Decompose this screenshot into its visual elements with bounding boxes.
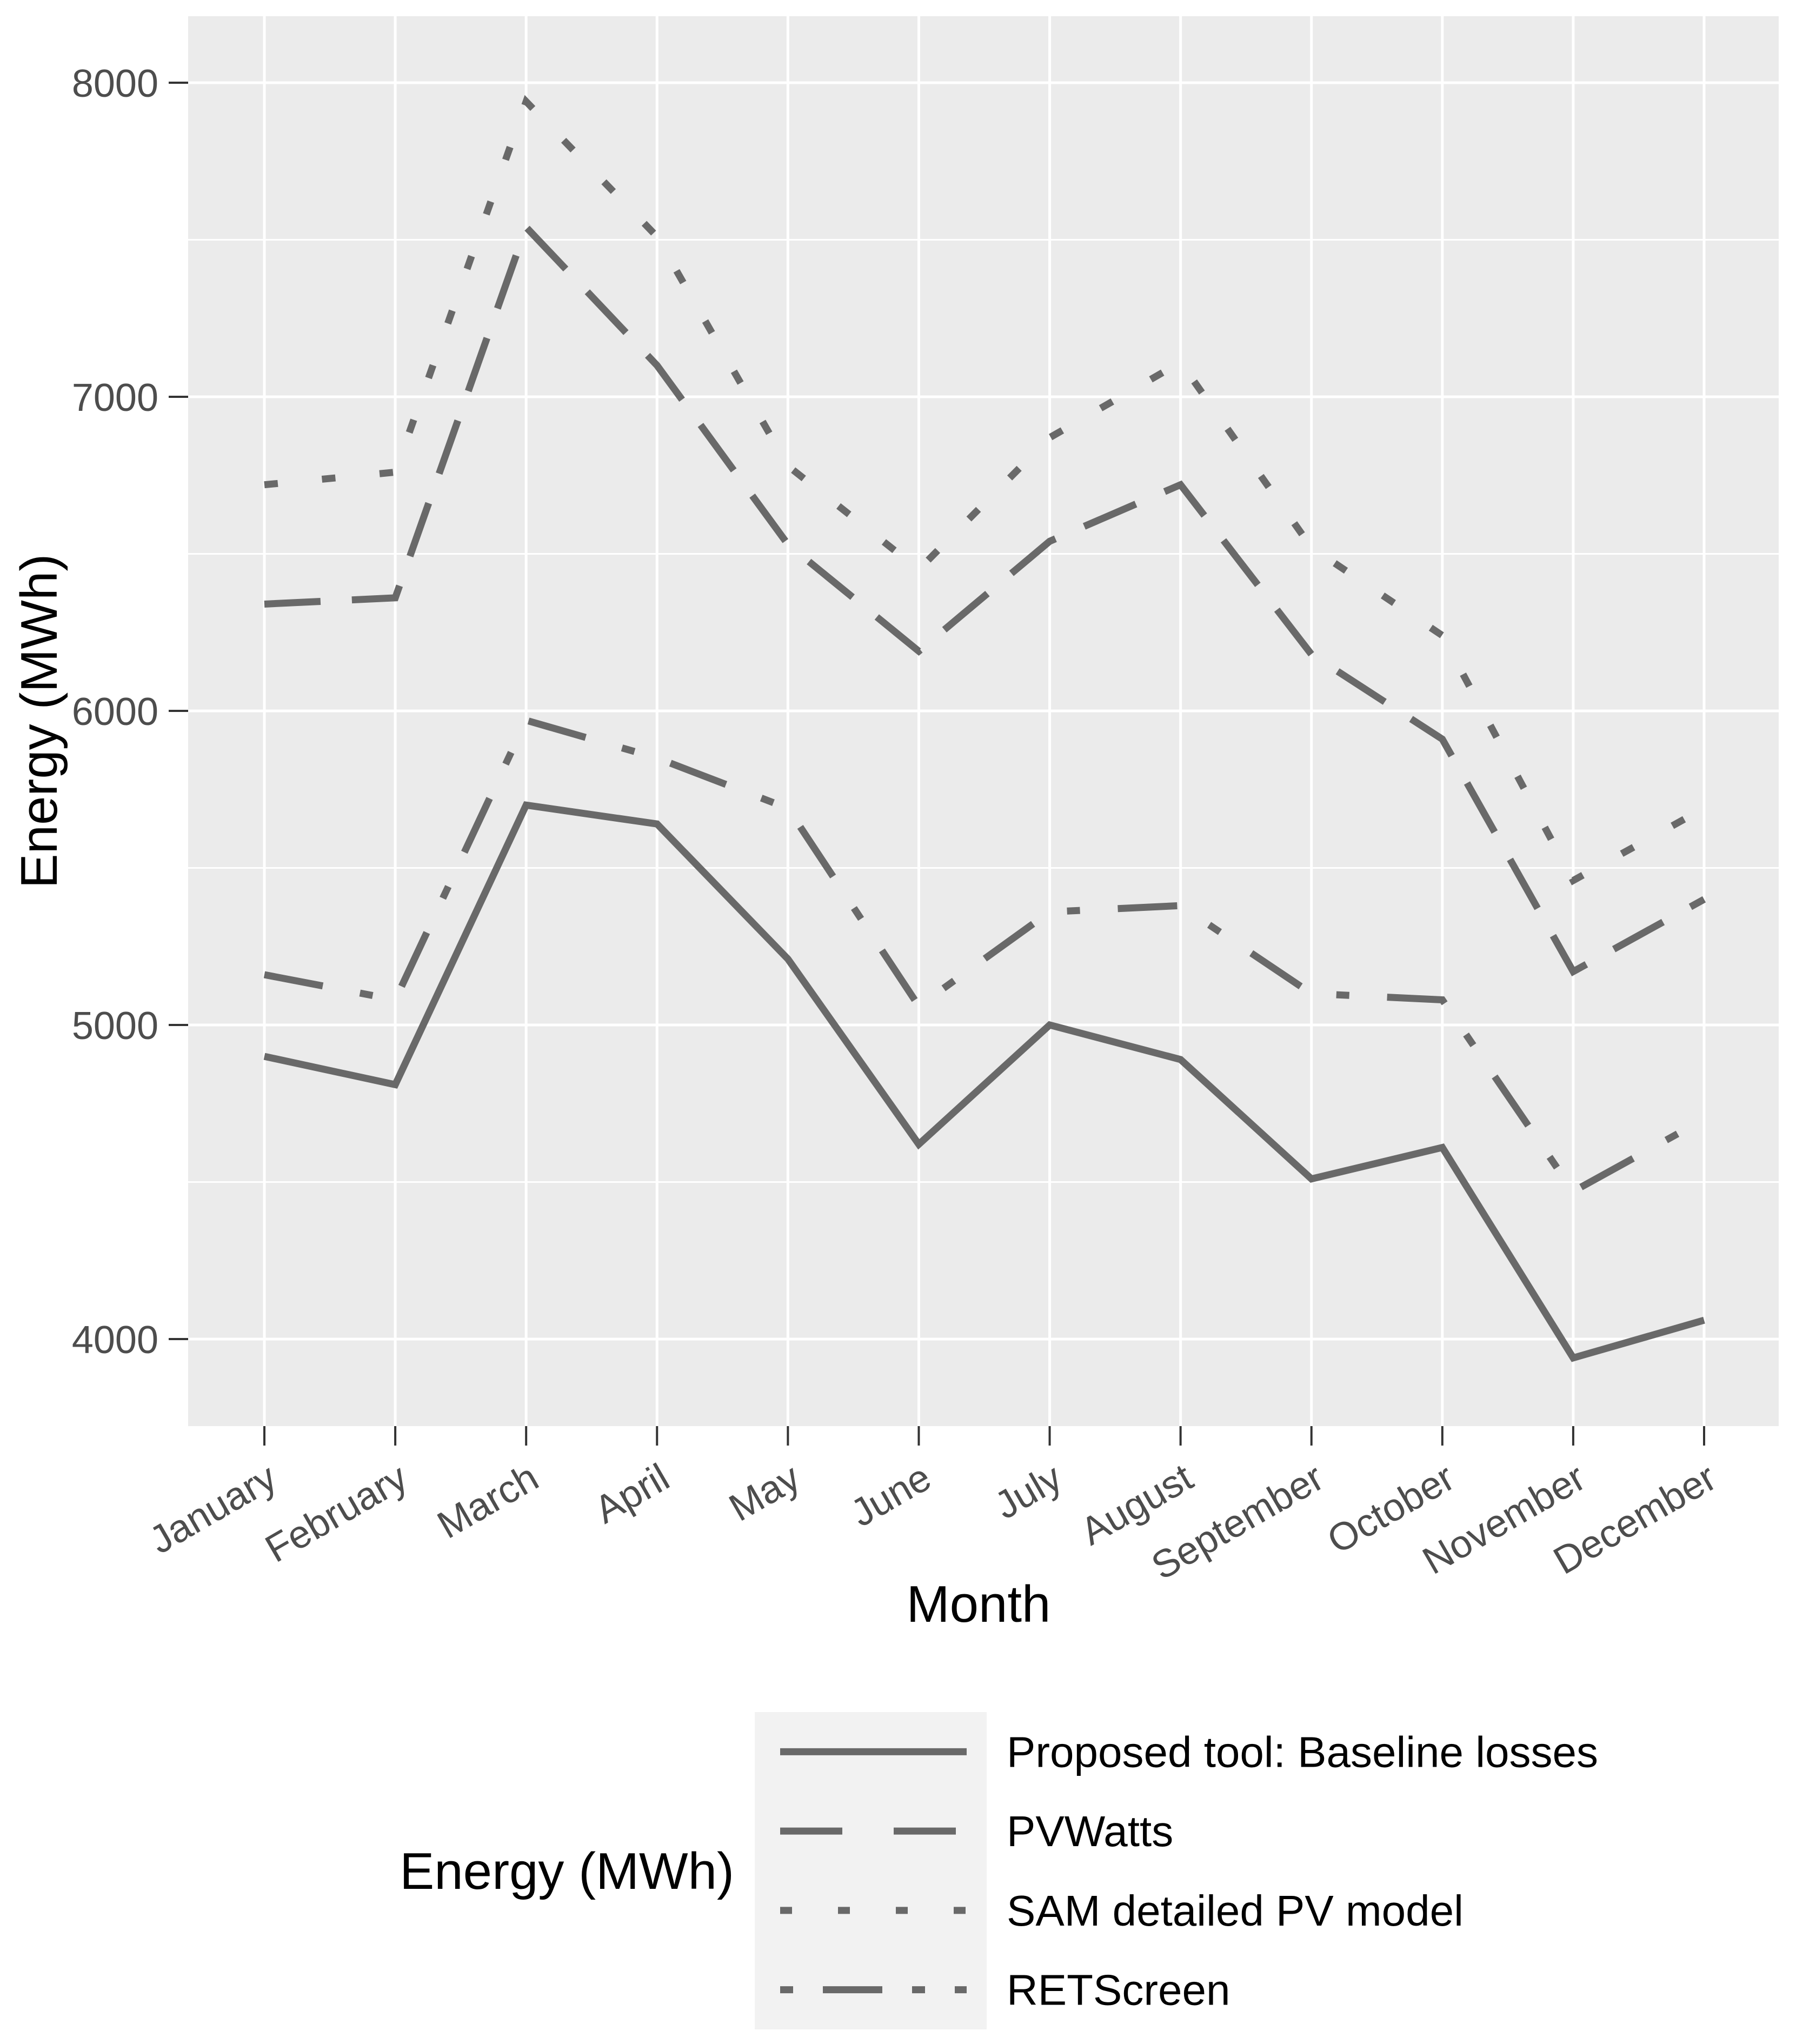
series-line-pvwatts (264, 221, 1706, 977)
x-tick-label: January (142, 1456, 284, 1562)
y-tick-label: 8000 (72, 62, 158, 105)
y-axis-title: Energy (MWh) (10, 554, 68, 889)
y-tick-label: 6000 (72, 690, 158, 734)
data-series (263, 95, 1706, 1362)
legend-key-background (755, 1712, 987, 2029)
x-tick-label: July (988, 1456, 1069, 1528)
plot-panel (188, 16, 1779, 1426)
x-tick-label: May (722, 1456, 808, 1530)
x-tick-label: June (843, 1456, 938, 1535)
legend-label: PVWatts (1007, 1807, 1173, 1855)
legend-title: Energy (MWh) (400, 1842, 734, 1900)
series-line-proposed-tool-baseline-losses (263, 801, 1705, 1362)
panel-background (188, 16, 1779, 1426)
x-axis-title: Month (907, 1575, 1051, 1633)
y-tick-label: 4000 (72, 1319, 158, 1362)
gridlines (188, 16, 1779, 1426)
x-tick-label: March (430, 1456, 546, 1547)
legend: Energy (MWh) Proposed tool: Baseline los… (400, 1712, 1598, 2029)
y-tick-label: 7000 (72, 376, 158, 420)
legend-row: RETScreen (780, 1966, 1230, 2014)
series-line-sam-detailed-pv-model (264, 95, 1706, 885)
legend-row: SAM detailed PV model (780, 1887, 1464, 1935)
legend-label: RETScreen (1007, 1966, 1230, 2014)
legend-label: Proposed tool: Baseline losses (1007, 1728, 1598, 1776)
legend-row: PVWatts (780, 1807, 1173, 1855)
x-tick-label: April (588, 1456, 677, 1532)
legend-label: SAM detailed PV model (1007, 1887, 1464, 1935)
x-tick-label: February (258, 1456, 415, 1571)
y-tick-label: 5000 (72, 1004, 158, 1048)
legend-row: Proposed tool: Baseline losses (780, 1728, 1598, 1776)
